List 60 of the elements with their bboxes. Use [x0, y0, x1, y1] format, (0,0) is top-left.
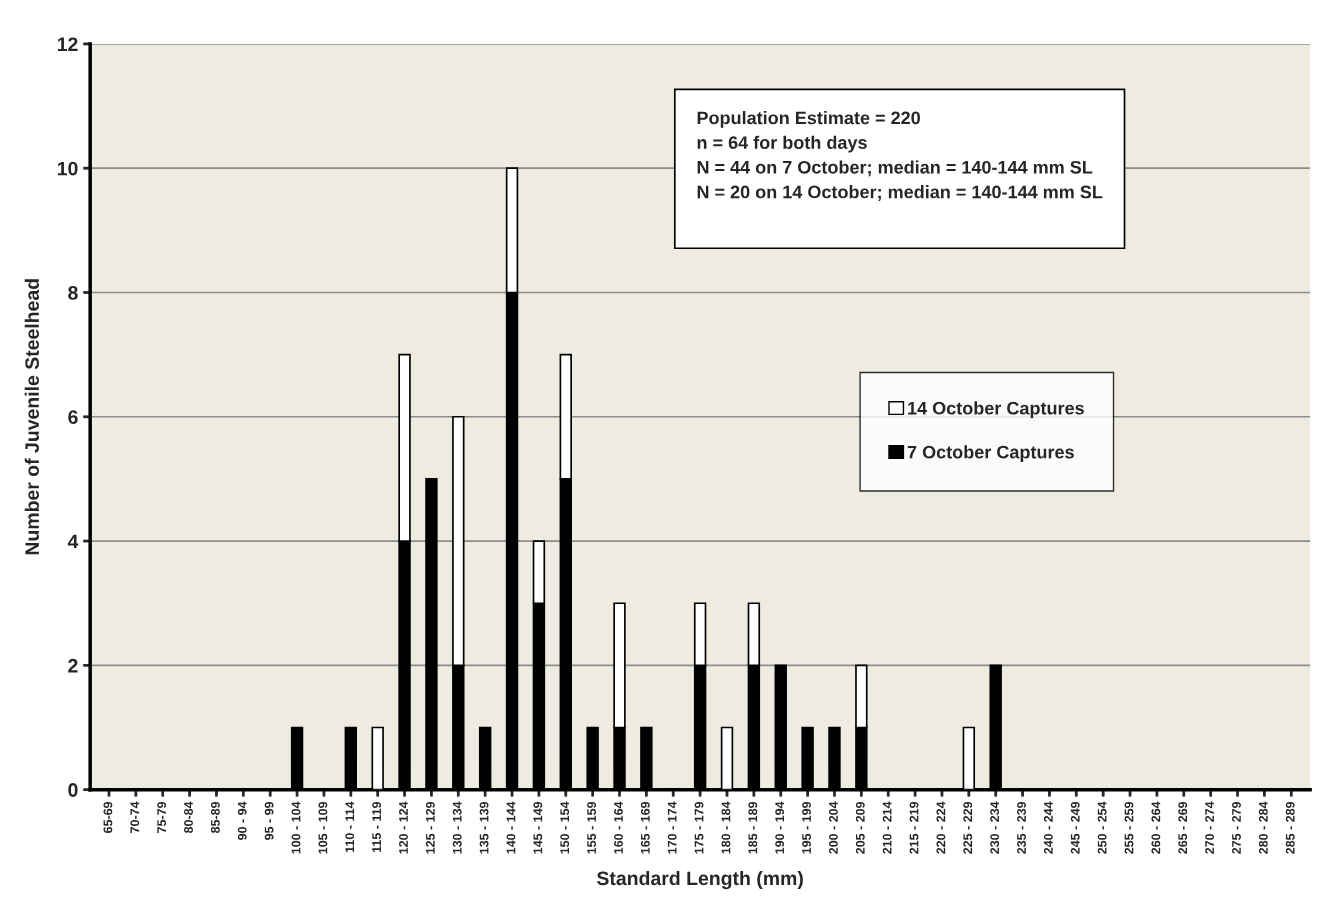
x-tick-label: 230 - 234 [990, 801, 1000, 854]
x-tick-label: 285 - 289 [1285, 801, 1295, 854]
x-tick-label: 180 - 184 [721, 801, 731, 854]
x-tick-label: 140 - 144 [506, 801, 516, 854]
x-tick-label: 160 - 164 [614, 801, 623, 854]
annotation: N = 20 on 14 October; median = 140-144 mm SL [697, 185, 1103, 201]
x-tick-label: 80-84 [184, 801, 193, 834]
annotation: Population Estimate = 220 [697, 111, 920, 128]
x-tick-label: 175 - 179 [694, 801, 704, 854]
y-tick-label: 0 [68, 783, 78, 797]
annotation: n = 64 for both days [697, 135, 867, 153]
x-tick-label: 120 - 124 [399, 801, 408, 854]
x-tick-label: 215 - 219 [909, 801, 919, 854]
x-tick-label: 205 - 209 [855, 801, 865, 854]
y-axis-title: Number of Juvenile Steelhead [24, 279, 39, 555]
x-tick-label: 115 - 119 [372, 801, 382, 853]
x-tick-label: 185 - 189 [748, 801, 758, 854]
y-tick-label: 2 [68, 658, 78, 673]
y-tick-label: 8 [68, 285, 78, 300]
x-tick-label: 190 - 194 [775, 801, 785, 854]
x-tick-label: 135 - 139 [479, 801, 489, 854]
x-tick-label: 155 - 159 [587, 801, 596, 854]
x-tick-label: 255 - 259 [1124, 801, 1134, 854]
x-tick-label: 75-79 [157, 801, 167, 833]
x-tick-label: 245 - 249 [1070, 801, 1080, 854]
x-tick-label: 70-74 [130, 801, 140, 833]
x-tick-label: 90 - 94 [237, 801, 247, 840]
x-tick-label: 225 - 229 [963, 801, 973, 854]
y-tick-label: 10 [57, 161, 78, 176]
x-tick-label: 105 - 109 [318, 801, 328, 854]
x-tick-label: 85-89 [210, 801, 220, 834]
x-tick-label: 260 - 264 [1151, 801, 1161, 854]
x-tick-label: 110 - 114 [345, 801, 355, 853]
y-tick-label: 4 [67, 534, 79, 549]
x-tick-label: 270 - 274 [1205, 801, 1215, 854]
y-tick-label: 6 [68, 410, 78, 425]
x-tick-label: 145 - 149 [533, 801, 543, 854]
x-tick-label: 200 - 204 [828, 801, 838, 854]
x-tick-label: 125 - 129 [425, 801, 435, 854]
x-tick-label: 165 - 169 [640, 801, 650, 854]
x-tick-label: 170 - 174 [667, 801, 677, 854]
x-tick-label: 100 - 104 [291, 801, 301, 854]
x-tick-label: 65-69 [103, 801, 113, 833]
x-tick-label: 280 - 284 [1258, 801, 1268, 854]
x-tick-label: 240 - 244 [1043, 801, 1053, 854]
x-tick-label: 235 - 239 [1017, 801, 1026, 854]
x-axis-title: Standard Length (mm) [596, 870, 803, 890]
annotation: N = 44 on 7 October; median = 140-144 mm SL [697, 160, 1093, 177]
legend-label: 14 October Captures [908, 401, 1084, 419]
x-tick-label: 220 - 224 [936, 801, 946, 854]
x-tick-label: 130 - 134 [452, 801, 462, 854]
y-tick-label: 12 [57, 37, 78, 51]
x-tick-label: 195 - 199 [802, 801, 811, 854]
x-tick-label: 250 - 254 [1097, 801, 1107, 854]
x-tick-label: 150 - 154 [560, 801, 570, 854]
x-tick-label: 210 - 214 [882, 801, 892, 854]
x-tick-label: 265 - 269 [1178, 801, 1188, 854]
x-tick-label: 95 - 99 [264, 801, 274, 840]
legend-label: 7 October Captures [907, 445, 1074, 463]
x-tick-label: 275 - 279 [1232, 801, 1241, 854]
